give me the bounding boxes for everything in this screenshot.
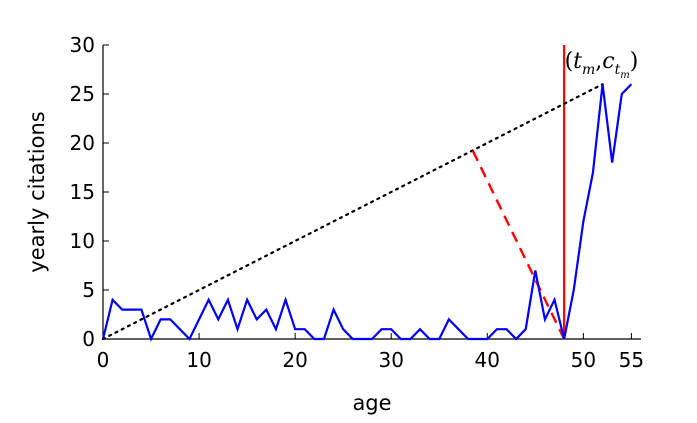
x-tick-label: 50 (571, 348, 596, 372)
x-tick-label: 40 (475, 348, 500, 372)
axes: 0 5 10 15 20 25 30 0 10 20 30 40 50 55 (70, 33, 645, 372)
x-tick-label: 55 (619, 348, 644, 372)
y-tick-label: 25 (70, 82, 95, 106)
dashed-reference-segment (471, 150, 566, 340)
dotted-reference-segment (101, 83, 604, 341)
x-tick-label: 10 (186, 348, 211, 372)
y-tick-label: 20 (70, 131, 95, 155)
x-tick-label: 20 (282, 348, 307, 372)
reference-lines (101, 45, 604, 341)
y-tick-label: 15 (70, 180, 95, 204)
axis-labels: age yearly citations (25, 111, 392, 415)
peak-annotation: (tm,ctm) (565, 49, 639, 81)
y-tick-label: 30 (70, 33, 95, 57)
citations-series-line (101, 83, 633, 342)
x-tick-label: 0 (97, 348, 110, 372)
x-tick-label: 30 (378, 348, 403, 372)
y-tick-label: 5 (82, 278, 95, 302)
series-group (101, 83, 633, 342)
peak-annotation-text: (tm,ctm) (565, 49, 639, 81)
y-axis-label: yearly citations (25, 111, 49, 272)
y-tick-label: 0 (82, 327, 95, 351)
x-axis-label: age (352, 391, 391, 415)
y-tick-label: 10 (70, 229, 95, 253)
